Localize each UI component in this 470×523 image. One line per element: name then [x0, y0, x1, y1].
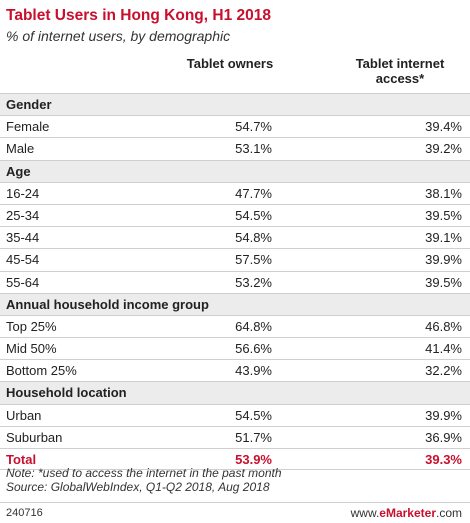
- cell-tablet-owners: 51.7%: [235, 429, 272, 445]
- cell-tablet-internet-access: 39.3%: [425, 452, 462, 467]
- row-label: Female: [6, 119, 50, 135]
- chart-id: 240716: [6, 507, 43, 519]
- cell-tablet-owners: 53.9%: [235, 452, 272, 467]
- cell-tablet-internet-access: 39.4%: [425, 119, 462, 135]
- row-label: 25-34: [6, 207, 40, 223]
- row-label: Bottom 25%: [6, 363, 77, 379]
- row-label: 45-54: [6, 252, 40, 268]
- cell-tablet-internet-access: 39.1%: [425, 230, 462, 246]
- table-row: 35-44 54.8% 39.1%: [0, 226, 470, 248]
- section-header: Gender: [0, 93, 470, 116]
- cell-tablet-owners: 64.8%: [235, 318, 272, 334]
- row-label: Annual household income group: [6, 296, 209, 312]
- cell-tablet-internet-access: 32.2%: [425, 363, 462, 379]
- table-row: 45-54 57.5% 39.9%: [0, 248, 470, 270]
- cell-tablet-owners: 54.8%: [235, 230, 272, 246]
- chart-subtitle: % of internet users, by demographic: [6, 28, 231, 44]
- table-row: Suburban 51.7% 36.9%: [0, 425, 470, 448]
- table-row: Top 25% 64.8% 46.8%: [0, 314, 470, 337]
- row-label: Suburban: [6, 429, 63, 445]
- cell-tablet-owners: 43.9%: [235, 363, 272, 379]
- table-row: 55-64 53.2% 39.5%: [0, 270, 470, 293]
- table-row: Male 53.1% 39.2%: [0, 137, 470, 159]
- table-row: Mid 50% 56.6% 41.4%: [0, 337, 470, 359]
- cell-tablet-owners: 53.2%: [235, 274, 272, 290]
- total-row: Total 53.9% 39.3%: [0, 448, 470, 471]
- row-label: Household location: [6, 385, 127, 401]
- cell-tablet-internet-access: 41.4%: [425, 341, 462, 357]
- section-header: Annual household income group: [0, 292, 470, 315]
- column-header-line-1: Tablet internet: [355, 56, 445, 71]
- row-label: 16-24: [6, 185, 40, 201]
- table-row: Urban 54.5% 39.9%: [0, 403, 470, 426]
- section-header: Household location: [0, 381, 470, 404]
- row-label: Top 25%: [6, 318, 57, 334]
- brand-prefix: www.: [350, 506, 380, 520]
- row-label: 55-64: [6, 274, 40, 290]
- cell-tablet-owners: 54.7%: [235, 119, 272, 135]
- row-label: Age: [6, 163, 31, 179]
- row-label: Total: [6, 452, 37, 467]
- cell-tablet-internet-access: 39.9%: [425, 252, 462, 268]
- table-row: 16-24 47.7% 38.1%: [0, 181, 470, 204]
- cell-tablet-internet-access: 39.2%: [425, 141, 462, 157]
- table-body: Gender Female 54.7% 39.4% Male 53.1% 39.2% Age 1…: [0, 93, 470, 471]
- section-header: Age: [0, 159, 470, 182]
- cell-tablet-owners: 53.1%: [235, 141, 272, 157]
- cell-tablet-internet-access: 39.9%: [425, 407, 462, 423]
- table-row: Female 54.7% 39.4%: [0, 115, 470, 137]
- note-text: Note: *used to access the internet in th…: [6, 466, 282, 480]
- cell-tablet-internet-access: 39.5%: [425, 274, 462, 290]
- cell-tablet-internet-access: 36.9%: [425, 429, 462, 445]
- column-header-tablet-owners: Tablet owners: [186, 56, 274, 71]
- cell-tablet-owners: 56.6%: [235, 341, 272, 357]
- brand-logo[interactable]: www.eMarketer.com: [351, 506, 462, 520]
- cell-tablet-owners: 54.5%: [235, 407, 272, 423]
- chart-title: Tablet Users in Hong Kong, H1 2018: [6, 7, 271, 24]
- source-text: Source: GlobalWebIndex, Q1-Q2 2018, Aug …: [6, 480, 270, 494]
- row-label: Gender: [6, 97, 52, 112]
- row-label: Urban: [6, 407, 42, 423]
- cell-tablet-internet-access: 39.5%: [425, 207, 462, 223]
- footer: 240716 www.eMarketer.com: [0, 502, 470, 523]
- cell-tablet-owners: 54.5%: [235, 207, 272, 223]
- brand-name: eMarketer: [379, 506, 436, 520]
- column-header-tablet-internet-access: Tablet internet access*: [330, 56, 470, 86]
- row-label: Mid 50%: [6, 341, 57, 357]
- cell-tablet-owners: 57.5%: [235, 252, 272, 268]
- cell-tablet-internet-access: 38.1%: [425, 185, 462, 201]
- row-label: 35-44: [6, 230, 40, 246]
- row-label: Male: [6, 141, 35, 157]
- table-row: Bottom 25% 43.9% 32.2%: [0, 359, 470, 381]
- cell-tablet-internet-access: 46.8%: [425, 318, 462, 334]
- cell-tablet-owners: 47.7%: [235, 185, 272, 201]
- table-row: 25-34 54.5% 39.5%: [0, 203, 470, 226]
- footnote: Note: *used to access the internet in th…: [6, 466, 282, 494]
- brand-suffix: .com: [435, 506, 462, 520]
- column-header-line-2: access*: [375, 71, 425, 86]
